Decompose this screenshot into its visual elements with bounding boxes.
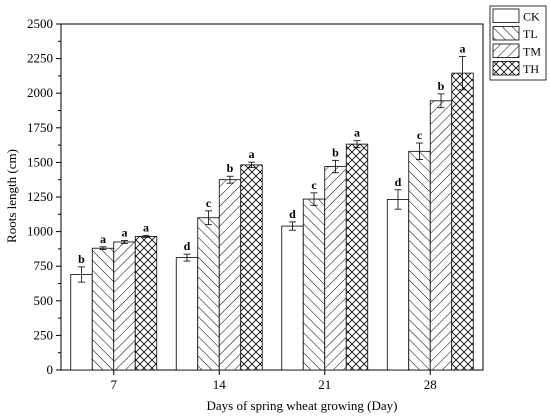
bar-tl-day-14 <box>197 217 220 371</box>
significance-letter: b <box>438 79 445 93</box>
legend-swatch-th <box>492 61 520 76</box>
legend-swatch-tm <box>492 43 520 58</box>
bar-tm-day-7 <box>113 241 136 371</box>
y-tick-label: 1250 <box>27 189 53 204</box>
legend-swatch-ck <box>492 8 520 23</box>
significance-letter: a <box>460 42 466 56</box>
x-tick-label: 7 <box>111 377 118 392</box>
significance-letter: c <box>311 178 317 192</box>
legend-label-tm: TM <box>523 45 541 59</box>
y-tick-label: 500 <box>34 293 54 308</box>
y-tick-label: 750 <box>34 258 54 273</box>
legend-label-ck: CK <box>523 10 540 24</box>
y-axis-title: Roots length (cm) <box>4 149 19 243</box>
bar-tl-day-7 <box>91 247 115 371</box>
significance-letter: b <box>78 252 85 266</box>
x-axis-title: Days of spring wheat growing (Day) <box>207 398 398 413</box>
significance-letter: a <box>100 232 106 246</box>
bar-th-day-14 <box>240 164 263 371</box>
x-tick-label: 21 <box>318 377 331 392</box>
bar-ck-day-28 <box>386 199 410 371</box>
y-tick-label: 0 <box>47 362 54 377</box>
significance-letter: d <box>395 175 402 189</box>
significance-letter: c <box>206 196 212 210</box>
bar-th-day-7 <box>134 236 158 371</box>
bar-ck-day-14 <box>175 257 199 371</box>
significance-letter: a <box>143 220 149 234</box>
y-tick-label: 2500 <box>27 16 53 31</box>
bar-tm-day-28 <box>429 100 453 371</box>
y-tick-label: 1500 <box>27 154 53 169</box>
x-tick-label: 28 <box>424 377 437 392</box>
y-tick-label: 250 <box>34 327 54 342</box>
significance-letter: a <box>354 126 360 140</box>
significance-letter: a <box>122 226 128 240</box>
bar-tm-day-14 <box>218 179 242 371</box>
y-tick-label: 1750 <box>27 120 53 135</box>
significance-letter: b <box>332 145 339 159</box>
bar-tl-day-28 <box>408 150 431 371</box>
legend-swatch-tl <box>492 26 520 41</box>
bar-ck-day-7 <box>70 274 93 371</box>
bar-tl-day-21 <box>302 198 326 371</box>
y-tick-label: 2000 <box>27 85 53 100</box>
bar-th-day-28 <box>451 72 474 371</box>
legend-label-th: TH <box>523 62 539 76</box>
bar-th-day-21 <box>345 143 369 371</box>
x-tick-label: 14 <box>213 377 227 392</box>
significance-letter: c <box>417 128 423 142</box>
significance-letter: b <box>227 161 234 175</box>
y-tick-label: 1000 <box>27 224 53 239</box>
significance-letter: a <box>249 147 255 161</box>
significance-letter: d <box>184 239 191 253</box>
y-tick-label: 2250 <box>27 51 53 66</box>
bar-ck-day-21 <box>281 225 304 371</box>
bar-tm-day-21 <box>324 166 347 371</box>
significance-letter: d <box>289 207 296 221</box>
legend-label-tl: TL <box>523 27 538 41</box>
